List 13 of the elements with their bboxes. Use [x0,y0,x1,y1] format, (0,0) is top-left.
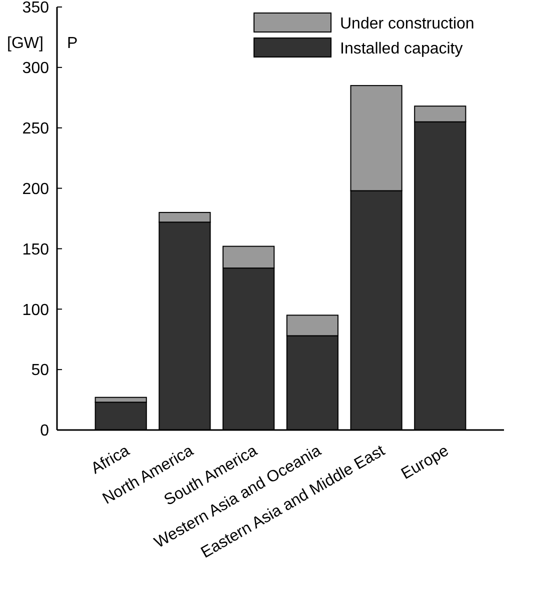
y-axis-title: [GW] [7,35,44,52]
y-tick-label: 200 [22,180,50,198]
y-tick-label: 50 [31,362,50,380]
annotation: P [67,35,78,52]
y-tick-label: 250 [22,120,50,138]
legend-label: Installed capacity [340,40,463,58]
x-tick-label: Africa [88,442,133,478]
y-tick-label: 0 [40,422,50,440]
y-tick-label: 350 [22,0,50,17]
y-tick-label: 100 [22,302,50,319]
y-tick-label: 300 [22,60,50,78]
y-tick-label: 150 [22,241,50,258]
legend-label: Under construction [340,16,474,33]
